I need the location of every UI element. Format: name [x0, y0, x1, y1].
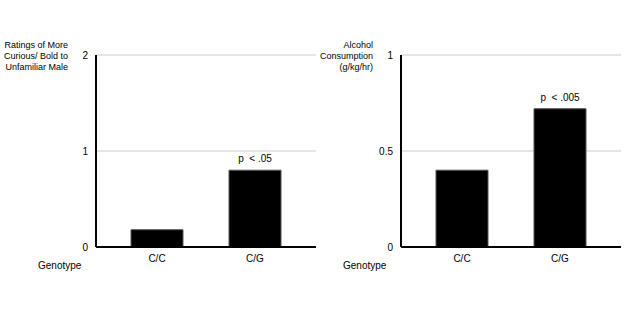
svg-text:C/C: C/C — [453, 253, 470, 264]
svg-text:2: 2 — [82, 50, 88, 61]
html-text:Ratings of More Curious/ Bold: Ratings of More Curious/ Bold to Unfamil… — [4, 40, 68, 72]
html-text:Alcohol Consumption (g/kg/hr): Alcohol Consumption (g/kg/hr) — [320, 40, 373, 72]
svg-text:C/C: C/C — [148, 253, 165, 264]
svg-text:C/G: C/G — [551, 253, 569, 264]
svg-text:0: 0 — [387, 242, 393, 253]
html-text:Genotype: Genotype — [38, 260, 82, 271]
svg-text:C/G: C/G — [246, 253, 264, 264]
svg-text:p < .005: p < .005 — [540, 92, 580, 103]
svg-text:0: 0 — [82, 242, 88, 253]
html-text:Genotype: Genotype — [343, 260, 387, 271]
svg-text:p < .05: p < .05 — [238, 153, 272, 164]
svg-text:0.5: 0.5 — [379, 146, 393, 157]
svg-text:1: 1 — [387, 50, 393, 61]
svg-text:1: 1 — [82, 146, 88, 157]
